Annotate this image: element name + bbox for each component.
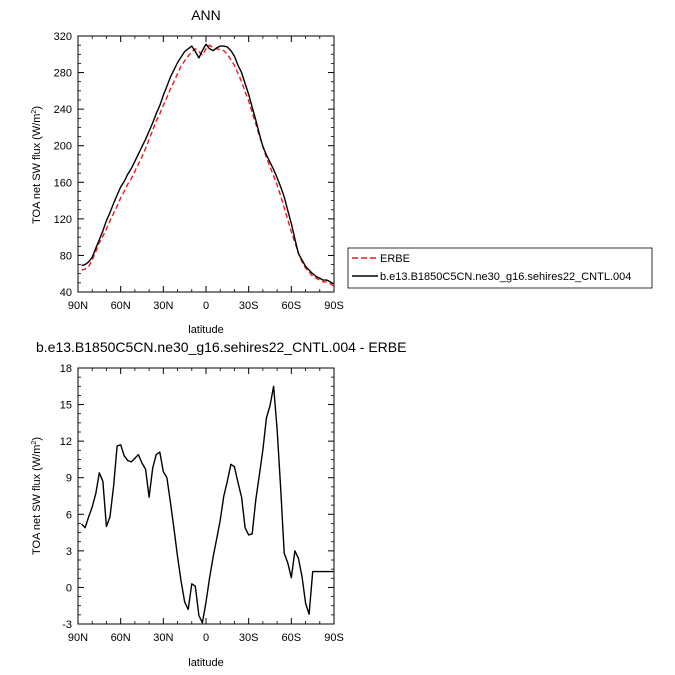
top-xtick-label: 90S xyxy=(324,300,344,312)
bottom-xtick-label: 30S xyxy=(239,632,259,644)
bottom-axis-ticks: -3 0 3 6 9 12 15 18 90N 60N 30N 0 30S 60S 90S xyxy=(60,363,344,644)
bottom-series-lines xyxy=(81,385,334,624)
top-series-line-1 xyxy=(81,43,334,285)
bottom-panel: b.e13.B1850C5CN.ne30_g16.sehires22_CNTL.… xyxy=(31,339,406,669)
legend-label-erbe: ERBE xyxy=(380,253,410,265)
top-xtick-label: 30S xyxy=(239,300,259,312)
bottom-x-axis-label: latitude xyxy=(188,657,223,669)
bottom-ytick-label: 12 xyxy=(60,436,72,448)
bottom-xtick-label: 60N xyxy=(111,632,131,644)
bottom-ytick-label: -3 xyxy=(62,619,72,631)
legend-label-model: b.e13.B1850C5CN.ne30_g16.sehires22_CNTL.… xyxy=(380,271,631,283)
top-ytick-label: 80 xyxy=(60,250,72,262)
top-y-axis-label: TOA net SW flux (W/m2) xyxy=(31,106,43,224)
bottom-ytick-label: 6 xyxy=(66,509,72,521)
bottom-ytick-label: 9 xyxy=(66,473,72,485)
bottom-series-line-0 xyxy=(81,385,334,624)
legend: ERBE b.e13.B1850C5CN.ne30_g16.sehires22_… xyxy=(347,247,653,289)
bottom-xtick-label: 90N xyxy=(68,632,88,644)
bottom-xtick-label: 90S xyxy=(324,632,344,644)
top-series-lines xyxy=(81,43,334,287)
top-x-axis-label: latitude xyxy=(188,324,223,336)
bottom-plot-frame xyxy=(77,367,335,625)
bottom-xtick-label: 0 xyxy=(203,632,209,644)
top-ytick-label: 40 xyxy=(60,287,72,299)
top-ytick-label: 320 xyxy=(54,31,72,43)
top-xtick-label: 30N xyxy=(153,300,173,312)
top-axis-ticks: 40 80 120 160 200 240 280 320 90N 60N 30N 0 30S 60S 90… xyxy=(54,31,344,312)
top-ytick-label: 160 xyxy=(54,177,72,189)
top-ytick-label: 200 xyxy=(54,141,72,153)
top-ytick-label: 120 xyxy=(54,214,72,226)
top-plot-frame xyxy=(77,35,335,293)
legend-frame xyxy=(347,247,653,289)
top-panel: ANN TOA net SW flux (W/m2) latitude 40 80… xyxy=(31,7,344,336)
top-xtick-label: 60N xyxy=(111,300,131,312)
bottom-ytick-label: 15 xyxy=(60,400,72,412)
top-chart-title: ANN xyxy=(191,7,221,23)
bottom-ytick-label: 3 xyxy=(66,546,72,558)
top-xtick-label: 0 xyxy=(203,300,209,312)
bottom-xtick-label: 60S xyxy=(282,632,302,644)
bottom-y-axis-label: TOA net SW flux (W/m2) xyxy=(31,437,43,555)
bottom-ytick-label: 18 xyxy=(60,363,72,375)
bottom-chart-title: b.e13.B1850C5CN.ne30_g16.sehires22_CNTL.… xyxy=(36,339,406,355)
top-xtick-label: 90N xyxy=(68,300,88,312)
top-xtick-label: 60S xyxy=(282,300,302,312)
bottom-xtick-label: 30N xyxy=(153,632,173,644)
top-ytick-label: 280 xyxy=(54,68,72,80)
bottom-ytick-label: 0 xyxy=(66,582,72,594)
top-ytick-label: 240 xyxy=(54,104,72,116)
top-series-line-0 xyxy=(81,44,334,287)
